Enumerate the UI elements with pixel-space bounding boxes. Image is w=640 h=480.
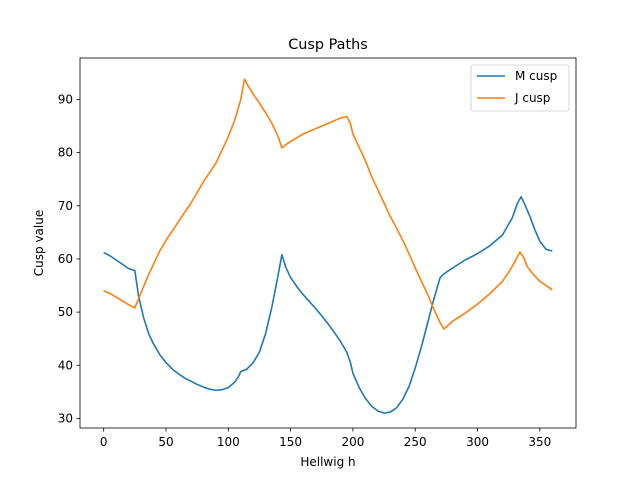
y-tick-label: 50 [58, 305, 73, 319]
x-tick-label: 350 [528, 435, 551, 449]
legend-label-m-cusp: M cusp [515, 69, 557, 83]
x-axis-label: Hellwig h [300, 455, 355, 469]
y-tick-label: 40 [58, 358, 73, 372]
series-line-m-cusp [103, 195, 553, 414]
plot-area [79, 57, 577, 429]
y-axis-ticks: 30 40 50 60 70 80 90 [58, 92, 80, 425]
axes-frame [79, 57, 577, 429]
legend-label-j-cusp: J cusp [514, 91, 550, 105]
y-tick-label: 80 [58, 146, 73, 160]
x-tick-label: 100 [217, 435, 240, 449]
y-tick-label: 60 [58, 252, 73, 266]
x-tick-label: 300 [466, 435, 489, 449]
x-tick-label: 250 [404, 435, 427, 449]
x-tick-label: 50 [158, 435, 173, 449]
y-tick-label: 70 [58, 199, 73, 213]
series-layer [103, 78, 553, 414]
chart-title: Cusp Paths [288, 37, 368, 53]
x-axis-ticks: 0 50 100 150 200 250 300 350 [100, 428, 551, 449]
y-tick-label: 30 [58, 411, 73, 425]
x-tick-label: 150 [279, 435, 302, 449]
series-line-j-cusp [103, 78, 553, 330]
x-tick-label: 200 [341, 435, 364, 449]
x-tick-label: 0 [100, 435, 108, 449]
legend: M cusp J cusp [470, 64, 570, 112]
y-tick-label: 90 [58, 92, 73, 106]
y-axis-label: Cusp value [32, 210, 46, 276]
